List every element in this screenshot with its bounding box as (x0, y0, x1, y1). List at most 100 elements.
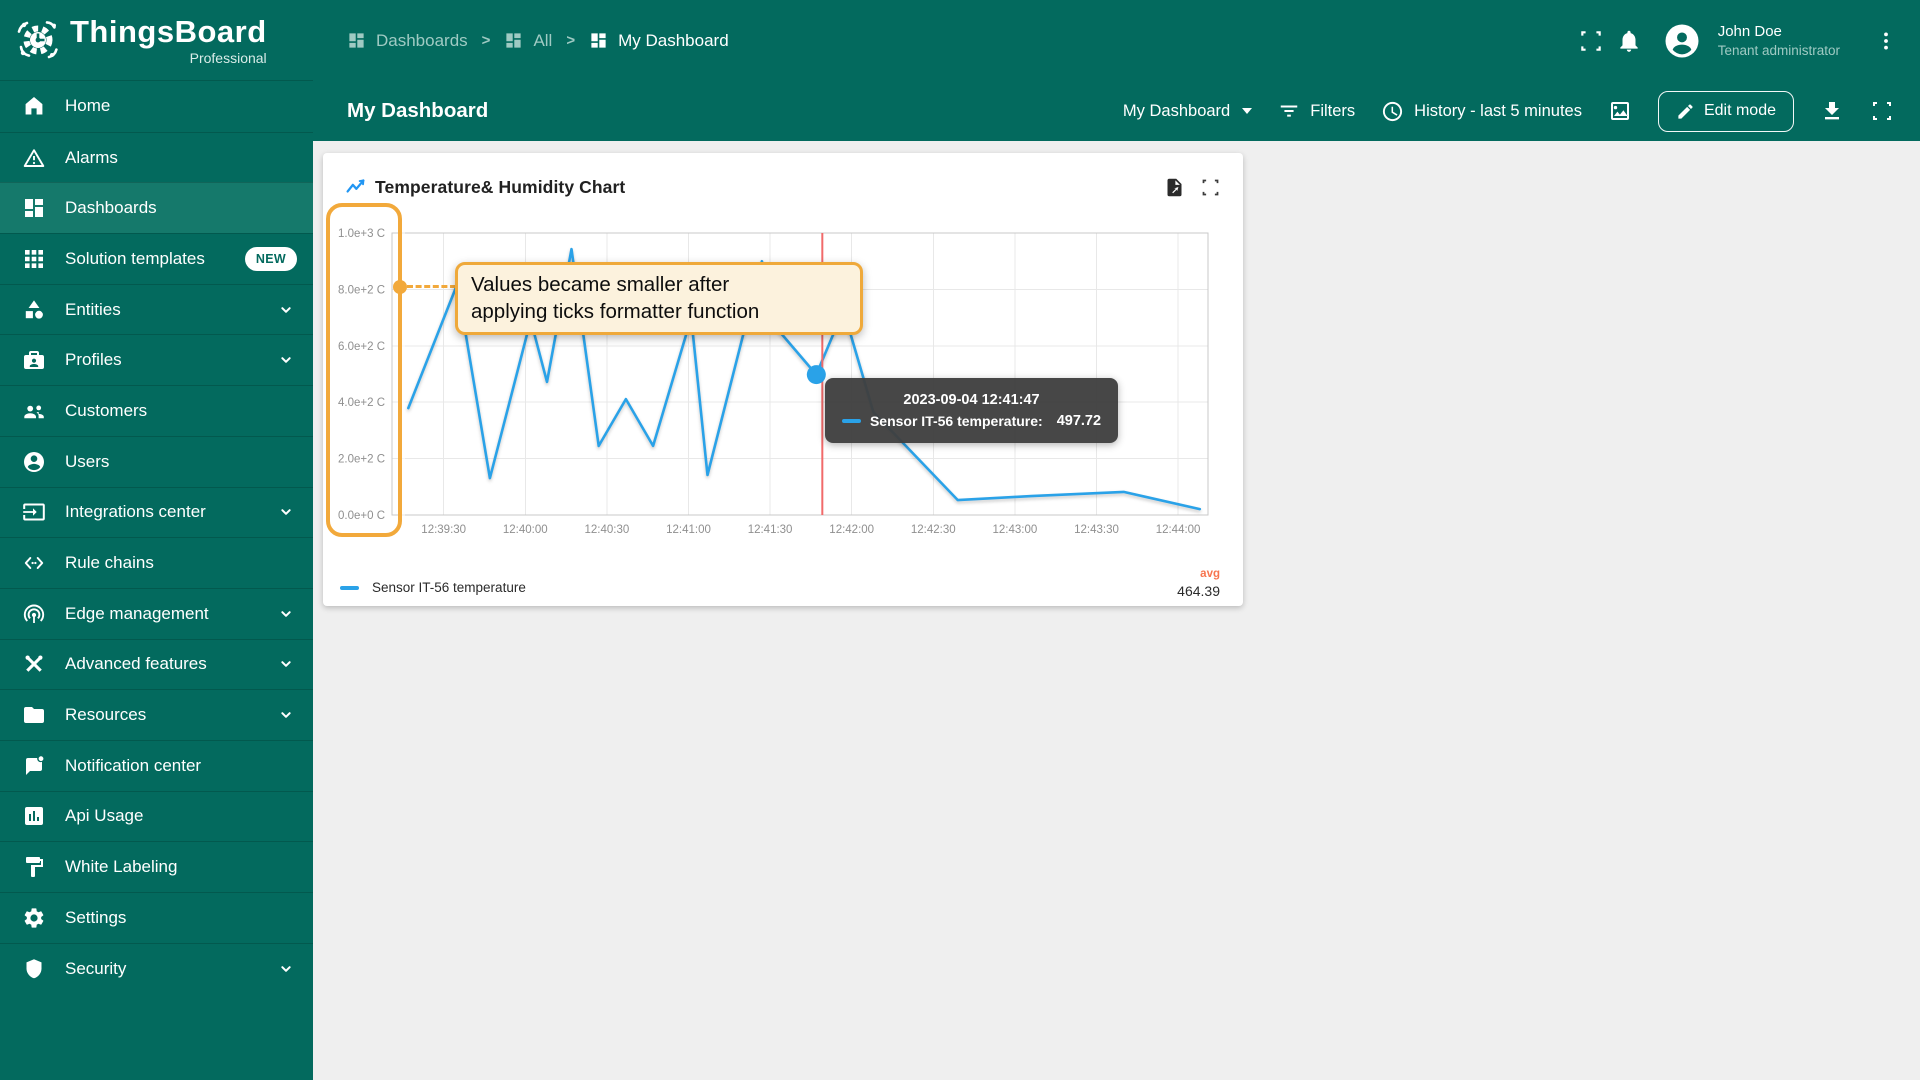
breadcrumb-item-all[interactable]: All (504, 31, 552, 51)
breadcrumb-item-dashboards[interactable]: Dashboards (347, 31, 468, 51)
x-tick-label: 12:41:00 (666, 524, 711, 536)
logo-text: ThingsBoard Professional (70, 16, 267, 65)
dashboard-image-icon[interactable] (1608, 99, 1632, 123)
logo-title: ThingsBoard (70, 13, 267, 49)
history-label: History - last 5 minutes (1414, 101, 1582, 120)
download-icon[interactable] (1820, 99, 1844, 123)
sidebar-item-profiles[interactable]: Profiles (0, 334, 313, 385)
widget-fullscreen-icon[interactable] (1200, 177, 1221, 198)
breadcrumb-item-my-dashboard[interactable]: My Dashboard (589, 31, 729, 51)
chevron-down-icon (275, 704, 297, 726)
filters-button[interactable]: Filters (1278, 100, 1355, 122)
sidebar-item-settings[interactable]: Settings (0, 892, 313, 943)
dashboards-icon (347, 31, 366, 50)
state-selector[interactable]: My Dashboard (1123, 102, 1253, 121)
toolbar-right: My Dashboard Filters History - last 5 mi… (1123, 90, 1894, 132)
sidebar-item-edge-management[interactable]: Edge management (0, 587, 313, 639)
fullscreen-icon[interactable] (1578, 28, 1604, 54)
highlight-connector-line (407, 285, 456, 288)
logo-block[interactable]: ThingsBoard Professional (0, 0, 313, 81)
edge-management-icon (22, 602, 46, 626)
sidebar-item-alarms[interactable]: Alarms (0, 131, 313, 183)
toolbar-fullscreen-icon[interactable] (1870, 99, 1894, 123)
sidebar-item-customers[interactable]: Customers (0, 385, 313, 436)
line-chart-icon (345, 177, 366, 198)
user-block[interactable]: John Doe Tenant administrator (1718, 23, 1840, 59)
sidebar-item-home[interactable]: Home (0, 81, 313, 132)
legend-series-swatch (340, 585, 359, 590)
legend-agg-value: 464.39 (1177, 583, 1220, 599)
export-widget-icon[interactable] (1164, 177, 1185, 198)
notifications-bell-icon[interactable] (1616, 28, 1642, 54)
x-tick-label: 12:42:30 (911, 524, 956, 536)
kebab-menu-icon[interactable] (1874, 29, 1898, 53)
clock-icon (1381, 100, 1404, 123)
thingsboard-logo-icon (14, 16, 62, 64)
sidebar-item-resources[interactable]: Resources (0, 689, 313, 740)
sidebar-item-notification-center[interactable]: Notification center (0, 739, 313, 791)
x-tick-label: 12:42:00 (829, 524, 874, 536)
y-tick-label: 4.0e+2 C (338, 397, 385, 409)
hover-point-marker (806, 365, 826, 385)
x-tick-label: 12:40:30 (584, 524, 629, 536)
legend-agg-label: avg (1200, 568, 1220, 580)
sidebar-item-label: Profiles (65, 350, 122, 370)
alarms-icon (22, 146, 46, 170)
home-icon (22, 94, 46, 118)
sidebar-item-api-usage[interactable]: Api Usage (0, 790, 313, 842)
y-tick-label: 6.0e+2 C (338, 341, 385, 353)
sidebar-item-label: Resources (65, 705, 147, 725)
sidebar-item-users[interactable]: Users (0, 435, 313, 487)
breadcrumb-separator: > (481, 32, 491, 49)
sidebar-item-label: Entities (65, 299, 121, 319)
sidebar-item-dashboards[interactable]: Dashboards (0, 182, 313, 234)
page-title: My Dashboard (347, 99, 489, 122)
sidebar-item-security[interactable]: Security (0, 942, 313, 994)
x-tick-label: 12:41:30 (748, 524, 793, 536)
tooltip-series-value: 497.72 (1056, 413, 1102, 429)
legend-series-item[interactable]: Sensor IT-56 temperature (340, 580, 526, 595)
sidebar-item-label: Customers (65, 400, 148, 420)
sidebar-item-solution-templates[interactable]: Solution templates NEW (0, 233, 313, 284)
main-area: Dashboards > All > My Dashboard John Doe (313, 0, 1920, 1080)
sidebar-item-label: Settings (65, 907, 127, 927)
security-icon (22, 957, 46, 981)
highlight-connector-dot (393, 280, 407, 294)
sidebar-item-integrations-center[interactable]: Integrations center (0, 486, 313, 538)
dashboard-toolbar: My Dashboard My Dashboard Filters His (313, 81, 1920, 141)
chevron-down-icon (275, 501, 297, 523)
users-icon (22, 450, 46, 474)
x-tick-label: 12:44:00 (1156, 524, 1201, 536)
sidebar-item-rule-chains[interactable]: Rule chains (0, 537, 313, 588)
sidebar-item-advanced-features[interactable]: Advanced features (0, 638, 313, 690)
integrations-icon (22, 500, 46, 524)
advanced-features-icon (22, 652, 46, 676)
topbar-right: John Doe Tenant administrator (1578, 23, 1898, 59)
x-tick-label: 12:43:30 (1074, 524, 1119, 536)
tooltip-series-label: Sensor IT-56 temperature: (869, 413, 1043, 429)
chevron-down-icon (275, 349, 297, 371)
plot-border (391, 232, 1209, 516)
filter-icon (1278, 100, 1300, 122)
edit-mode-button[interactable]: Edit mode (1657, 90, 1794, 132)
history-button[interactable]: History - last 5 minutes (1381, 100, 1582, 123)
sidebar-menu: Home Alarms Dashboards Solution templates NE… (0, 81, 313, 1080)
sidebar-item-entities[interactable]: Entities (0, 283, 313, 335)
dashboards-icon (22, 196, 46, 220)
sidebar: ThingsBoard Professional Home Alarms Dashb… (0, 0, 313, 1080)
y-tick-label: 1.0e+3 C (338, 228, 385, 240)
breadcrumb: Dashboards > All > My Dashboard (347, 31, 729, 51)
resources-icon (22, 703, 46, 727)
avatar[interactable] (1664, 23, 1700, 59)
sidebar-item-label: Api Usage (65, 806, 144, 826)
chevron-down-icon (275, 653, 297, 675)
sidebar-item-label: Dashboards (65, 198, 157, 218)
x-tick-label: 12:40:00 (503, 524, 548, 536)
settings-icon (22, 906, 46, 930)
rule-chains-icon (22, 551, 46, 575)
tooltip-series-row: Sensor IT-56 temperature: 497.72 (841, 413, 1102, 429)
sidebar-item-label: Edge management (65, 603, 209, 623)
sidebar-item-label: Notification center (65, 755, 202, 775)
sidebar-item-white-labeling[interactable]: White Labeling (0, 841, 313, 892)
